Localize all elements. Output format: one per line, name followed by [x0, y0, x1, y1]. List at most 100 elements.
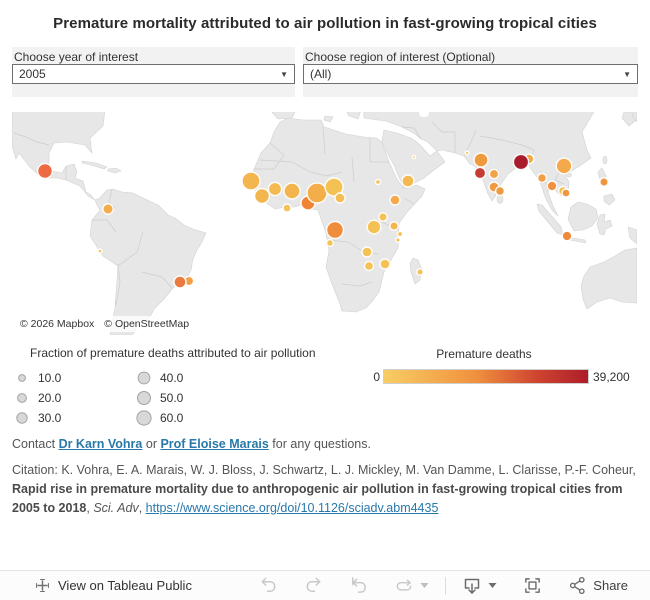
share-label[interactable]: Share — [593, 578, 628, 593]
map-bubble[interactable] — [253, 187, 271, 205]
contact-line: Contact Dr Karn Vohra or Prof Eloise Mar… — [12, 437, 638, 451]
map-bubble[interactable] — [306, 182, 328, 204]
color-legend-title: Premature deaths — [436, 347, 532, 361]
redo-icon — [306, 577, 321, 592]
size-legend-item[interactable]: 30.0 — [14, 409, 61, 427]
island-sumatra — [536, 203, 564, 236]
reset-icon — [352, 577, 367, 593]
map-bubble[interactable] — [363, 260, 375, 272]
map-bubble[interactable] — [374, 178, 382, 186]
map-bubble[interactable] — [561, 188, 571, 198]
map-bubble[interactable] — [324, 177, 344, 197]
map-bubble[interactable] — [173, 275, 187, 289]
tableau-logo-icon — [36, 579, 49, 592]
map-bubble[interactable] — [283, 182, 301, 200]
contact-suffix: for any questions. — [268, 437, 371, 451]
island-cuba — [81, 160, 108, 170]
map-canvas[interactable] — [12, 112, 637, 335]
citation-label: Citation: — [12, 463, 62, 477]
share-button[interactable] — [568, 576, 587, 595]
island-hainan — [566, 172, 572, 178]
map-bubble[interactable] — [102, 203, 114, 215]
color-legend-min: 0 — [373, 369, 380, 384]
size-legend-item[interactable]: 40.0 — [136, 369, 183, 387]
region-dropdown[interactable]: (All) ▼ — [303, 64, 638, 84]
undo-button[interactable] — [259, 576, 278, 595]
map-bubble[interactable] — [401, 174, 415, 188]
undo-icon — [261, 577, 276, 592]
map-bubble[interactable] — [361, 246, 373, 258]
map-bubble[interactable] — [267, 181, 283, 197]
map-bubble[interactable] — [416, 268, 424, 276]
refresh-menu-caret[interactable] — [420, 582, 429, 589]
contact-link-eloise-marais[interactable]: Prof Eloise Marais — [160, 437, 269, 451]
map-bubble[interactable] — [561, 230, 573, 242]
view-on-tableau-public-button[interactable]: View on Tableau Public — [34, 577, 192, 594]
map-bubble[interactable] — [473, 152, 489, 168]
fullscreen-icon — [525, 578, 541, 593]
map-bubble[interactable] — [325, 220, 345, 240]
redo-button[interactable] — [304, 576, 323, 595]
map-bubble[interactable] — [488, 168, 500, 180]
year-dropdown-value: 2005 — [19, 67, 46, 81]
size-legend-label: 40.0 — [160, 371, 184, 385]
map-bubble[interactable] — [97, 248, 103, 254]
map-bubble[interactable] — [389, 194, 401, 206]
mapbox-attribution[interactable]: © 2026 Mapbox — [20, 318, 95, 330]
refresh-button[interactable] — [394, 576, 414, 595]
island-sicily — [323, 115, 334, 123]
map-bubble[interactable] — [396, 230, 404, 238]
map-bubble[interactable] — [378, 212, 388, 222]
filter-year: Choose year of interest 2005 ▼ — [12, 47, 295, 97]
size-legend-label: 20.0 — [38, 391, 62, 405]
download-menu-caret[interactable] — [488, 582, 497, 589]
map-bubble[interactable] — [395, 237, 401, 243]
download-icon — [465, 578, 480, 594]
map-bubble[interactable] — [366, 219, 382, 235]
map-bubble[interactable] — [599, 177, 609, 187]
view-on-tableau-public-label: View on Tableau Public — [58, 578, 192, 593]
island-japan — [631, 112, 637, 123]
contact-link-karn-vohra[interactable]: Dr Karn Vohra — [58, 437, 143, 451]
map-bubble[interactable] — [389, 221, 399, 231]
year-dropdown[interactable]: 2005 ▼ — [12, 64, 295, 84]
map-bubble[interactable] — [512, 153, 530, 171]
size-legend: Fraction of premature deaths attributed … — [12, 346, 357, 431]
size-legend-item[interactable]: 60.0 — [136, 409, 183, 427]
size-legend-circle — [137, 391, 151, 405]
size-legend-item[interactable]: 50.0 — [136, 389, 183, 407]
island-borneo — [567, 201, 599, 232]
lake-caspian — [419, 112, 429, 117]
map-bubble[interactable] — [36, 162, 54, 180]
map-bubble[interactable] — [334, 192, 346, 204]
map-bubble[interactable] — [464, 150, 470, 156]
filter-year-label: Choose year of interest — [14, 50, 139, 64]
fullscreen-button[interactable] — [523, 576, 542, 595]
map-bubble[interactable] — [241, 171, 261, 191]
size-legend-item[interactable]: 20.0 — [14, 389, 61, 407]
color-gradient-bar[interactable] — [383, 369, 589, 384]
size-legend-circle — [137, 371, 151, 385]
map-bubble[interactable] — [546, 180, 558, 192]
reset-button[interactable] — [349, 576, 368, 595]
caret-down-icon — [488, 583, 497, 588]
map-bubble[interactable] — [494, 185, 506, 197]
country-borders — [13, 121, 565, 306]
map-bubble[interactable] — [282, 203, 292, 213]
map-bubble[interactable] — [473, 166, 487, 180]
map-bubble[interactable] — [411, 154, 417, 160]
osm-attribution[interactable]: © OpenStreetMap — [104, 318, 190, 330]
map-bubble[interactable] — [555, 157, 573, 175]
download-button[interactable] — [462, 576, 482, 596]
map-bubble[interactable] — [379, 258, 391, 270]
map-bubble[interactable] — [325, 238, 335, 248]
page-title: Premature mortality attributed to air po… — [53, 15, 597, 32]
world-bubble-map[interactable]: © 2026 Mapbox © OpenStreetMap — [12, 112, 637, 335]
share-icon — [570, 576, 585, 595]
map-bubble[interactable] — [536, 172, 548, 184]
citation-doi-link[interactable]: https://www.science.org/doi/10.1126/scia… — [145, 501, 439, 515]
size-legend-item[interactable]: 10.0 — [14, 369, 61, 387]
island-mindanao — [603, 193, 616, 206]
size-legend-circle — [16, 412, 28, 424]
